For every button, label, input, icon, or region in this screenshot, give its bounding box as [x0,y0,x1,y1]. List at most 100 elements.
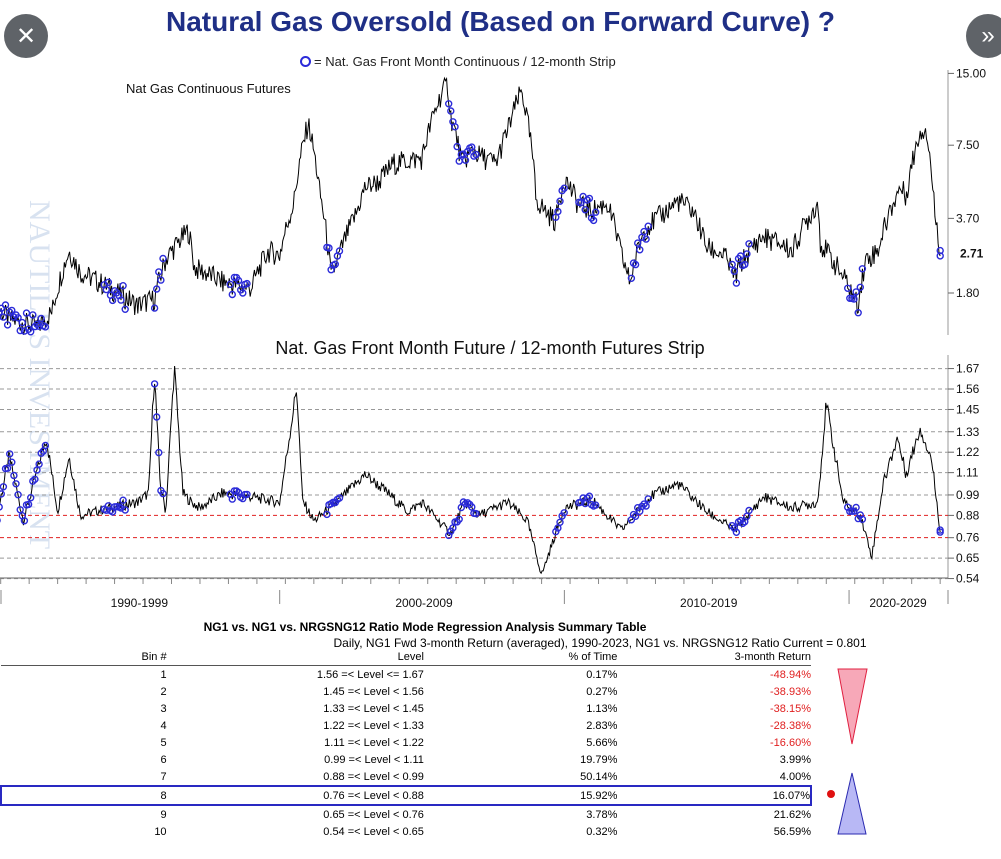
ratio-marker [745,240,753,248]
ratio-marker [556,197,564,205]
table-row: 10 0.54 =< Level < 0.65 0.32% 56.59% [1,823,811,840]
y-tick-label: 7.50 [956,138,980,152]
ratio-marker [150,304,159,312]
ratio-marker [461,156,470,164]
y-tick-label: 0.54 [956,572,980,586]
ratio-marker [936,252,944,260]
cell-return: 56.59% [773,825,811,838]
cell-return: -38.93% [770,685,811,698]
ratio-marker [31,475,39,483]
ratio-marker [858,515,867,523]
y-tick-label: 0.65 [956,551,980,565]
ratio-marker [589,216,598,225]
ratio-marker [24,500,33,509]
ratio-marker [745,506,753,515]
ratio-marker [3,321,12,329]
table-row: 5 1.11 =< Level < 1.22 5.66% -16.60% [1,734,811,751]
ratio-marker [732,279,741,287]
ratio-marker [20,517,29,525]
ratio-marker [728,260,736,269]
cell-bin: 3 [160,702,167,715]
ratio-marker [228,290,237,299]
ratio-marker [560,509,568,517]
table-header-row: Bin # Level % of Time 3-month Return [1,648,811,666]
cell-bin: 10 [154,825,167,838]
ratio-marker [592,208,600,216]
y-tick-label: 1.56 [956,382,980,396]
ratio-marker [152,285,161,293]
ratio-marker [445,100,453,108]
table-row: 6 0.99 =< Level < 1.11 19.79% 3.99% [1,751,811,768]
ratio-marker [121,506,129,514]
x-axis: 1990-1999 2000-2009 2010-2019 2020-2029 [0,577,949,610]
cell-bin: 5 [160,736,167,749]
ratio-marker [155,268,163,276]
ratio-marker [577,498,585,506]
x-section-label: 2000-2009 [395,596,453,610]
price-chart-title: Nat Gas Continuous Futures [126,81,291,96]
ratio-marker [37,449,45,457]
x-section-label: 2010-2019 [680,596,738,610]
cell-level: 1.56 =< Level <= 1.67 [316,668,424,681]
ratio-marker [0,313,8,321]
y-tick-label: 1.33 [956,425,980,439]
ratio-marker [850,295,858,303]
column-header-pct: % of Time [423,648,618,666]
ratio-marker [10,313,18,321]
ratio-marker [12,480,20,488]
close-icon: ✕ [15,22,37,50]
ratio-marker [451,123,459,131]
ratio-marker [18,318,26,327]
cell-level: 0.65 =< Level < 0.76 [323,808,424,821]
ratio-marker [10,471,18,480]
ratio-marker [3,464,12,472]
ratio-marker [335,247,344,255]
ratio-marker [854,309,862,317]
table-subtitle: Daily, NG1 Fwd 3-month Return (averaged)… [333,636,867,650]
ratio-marker [8,458,16,466]
ratio-marker [234,276,243,285]
ratio-marker [335,494,344,502]
close-button[interactable]: ✕ [4,14,48,58]
ratio-marker [730,267,738,275]
ratio-marker [581,206,589,214]
ratio-marker [155,448,163,457]
cell-level: 0.88 =< Level < 0.99 [323,770,424,783]
ratio-marker [736,252,745,260]
y-tick-label: 3.70 [956,211,980,225]
y-tick-label: 1.22 [956,445,980,459]
ratio-marker [631,512,640,520]
down-triangle-icon [837,668,868,745]
ratio-marker [854,514,862,523]
legend-text: = Nat. Gas Front Month Continuous / 12-m… [314,54,616,69]
ratio-marker [0,503,3,511]
ratio-marker [243,490,251,499]
cell-bin: 6 [160,753,167,766]
ratio-marker [472,150,480,159]
table-row: 9 0.65 =< Level < 0.76 3.78% 21.62% [1,805,811,823]
next-button[interactable]: » [966,14,1001,58]
ratio-marker [228,495,237,503]
ratio-marker [552,527,560,536]
ratio-marker [41,441,50,450]
ratio-marker [844,284,852,292]
up-triangle-icon [837,772,867,835]
cell-bin: 8 [0,785,167,806]
ratio-marker [0,490,5,498]
cell-return: -48.94% [770,668,811,681]
cell-return: 3.99% [779,753,811,766]
y-tick-label: 1.67 [956,362,980,376]
ratio-marker [577,199,585,207]
cell-pct: 0.27% [586,685,618,698]
ratio-marker [852,288,860,296]
ratio-marker [35,460,43,468]
cell-level: 1.11 =< Level < 1.22 [324,736,424,749]
series-line [0,76,941,335]
ratio-marker [468,503,476,511]
ratio-marker [108,296,117,305]
ratio-marker [239,494,247,503]
table-title: NG1 vs. NG1 vs. NRGSNG12 Ratio Mode Regr… [203,620,647,634]
table-row: 4 1.22 =< Level < 1.33 2.83% -28.38% [1,717,811,734]
ratio-marker [556,518,564,526]
price-chart: 15.00 7.50 3.70 1.80 2.71 [0,66,986,336]
